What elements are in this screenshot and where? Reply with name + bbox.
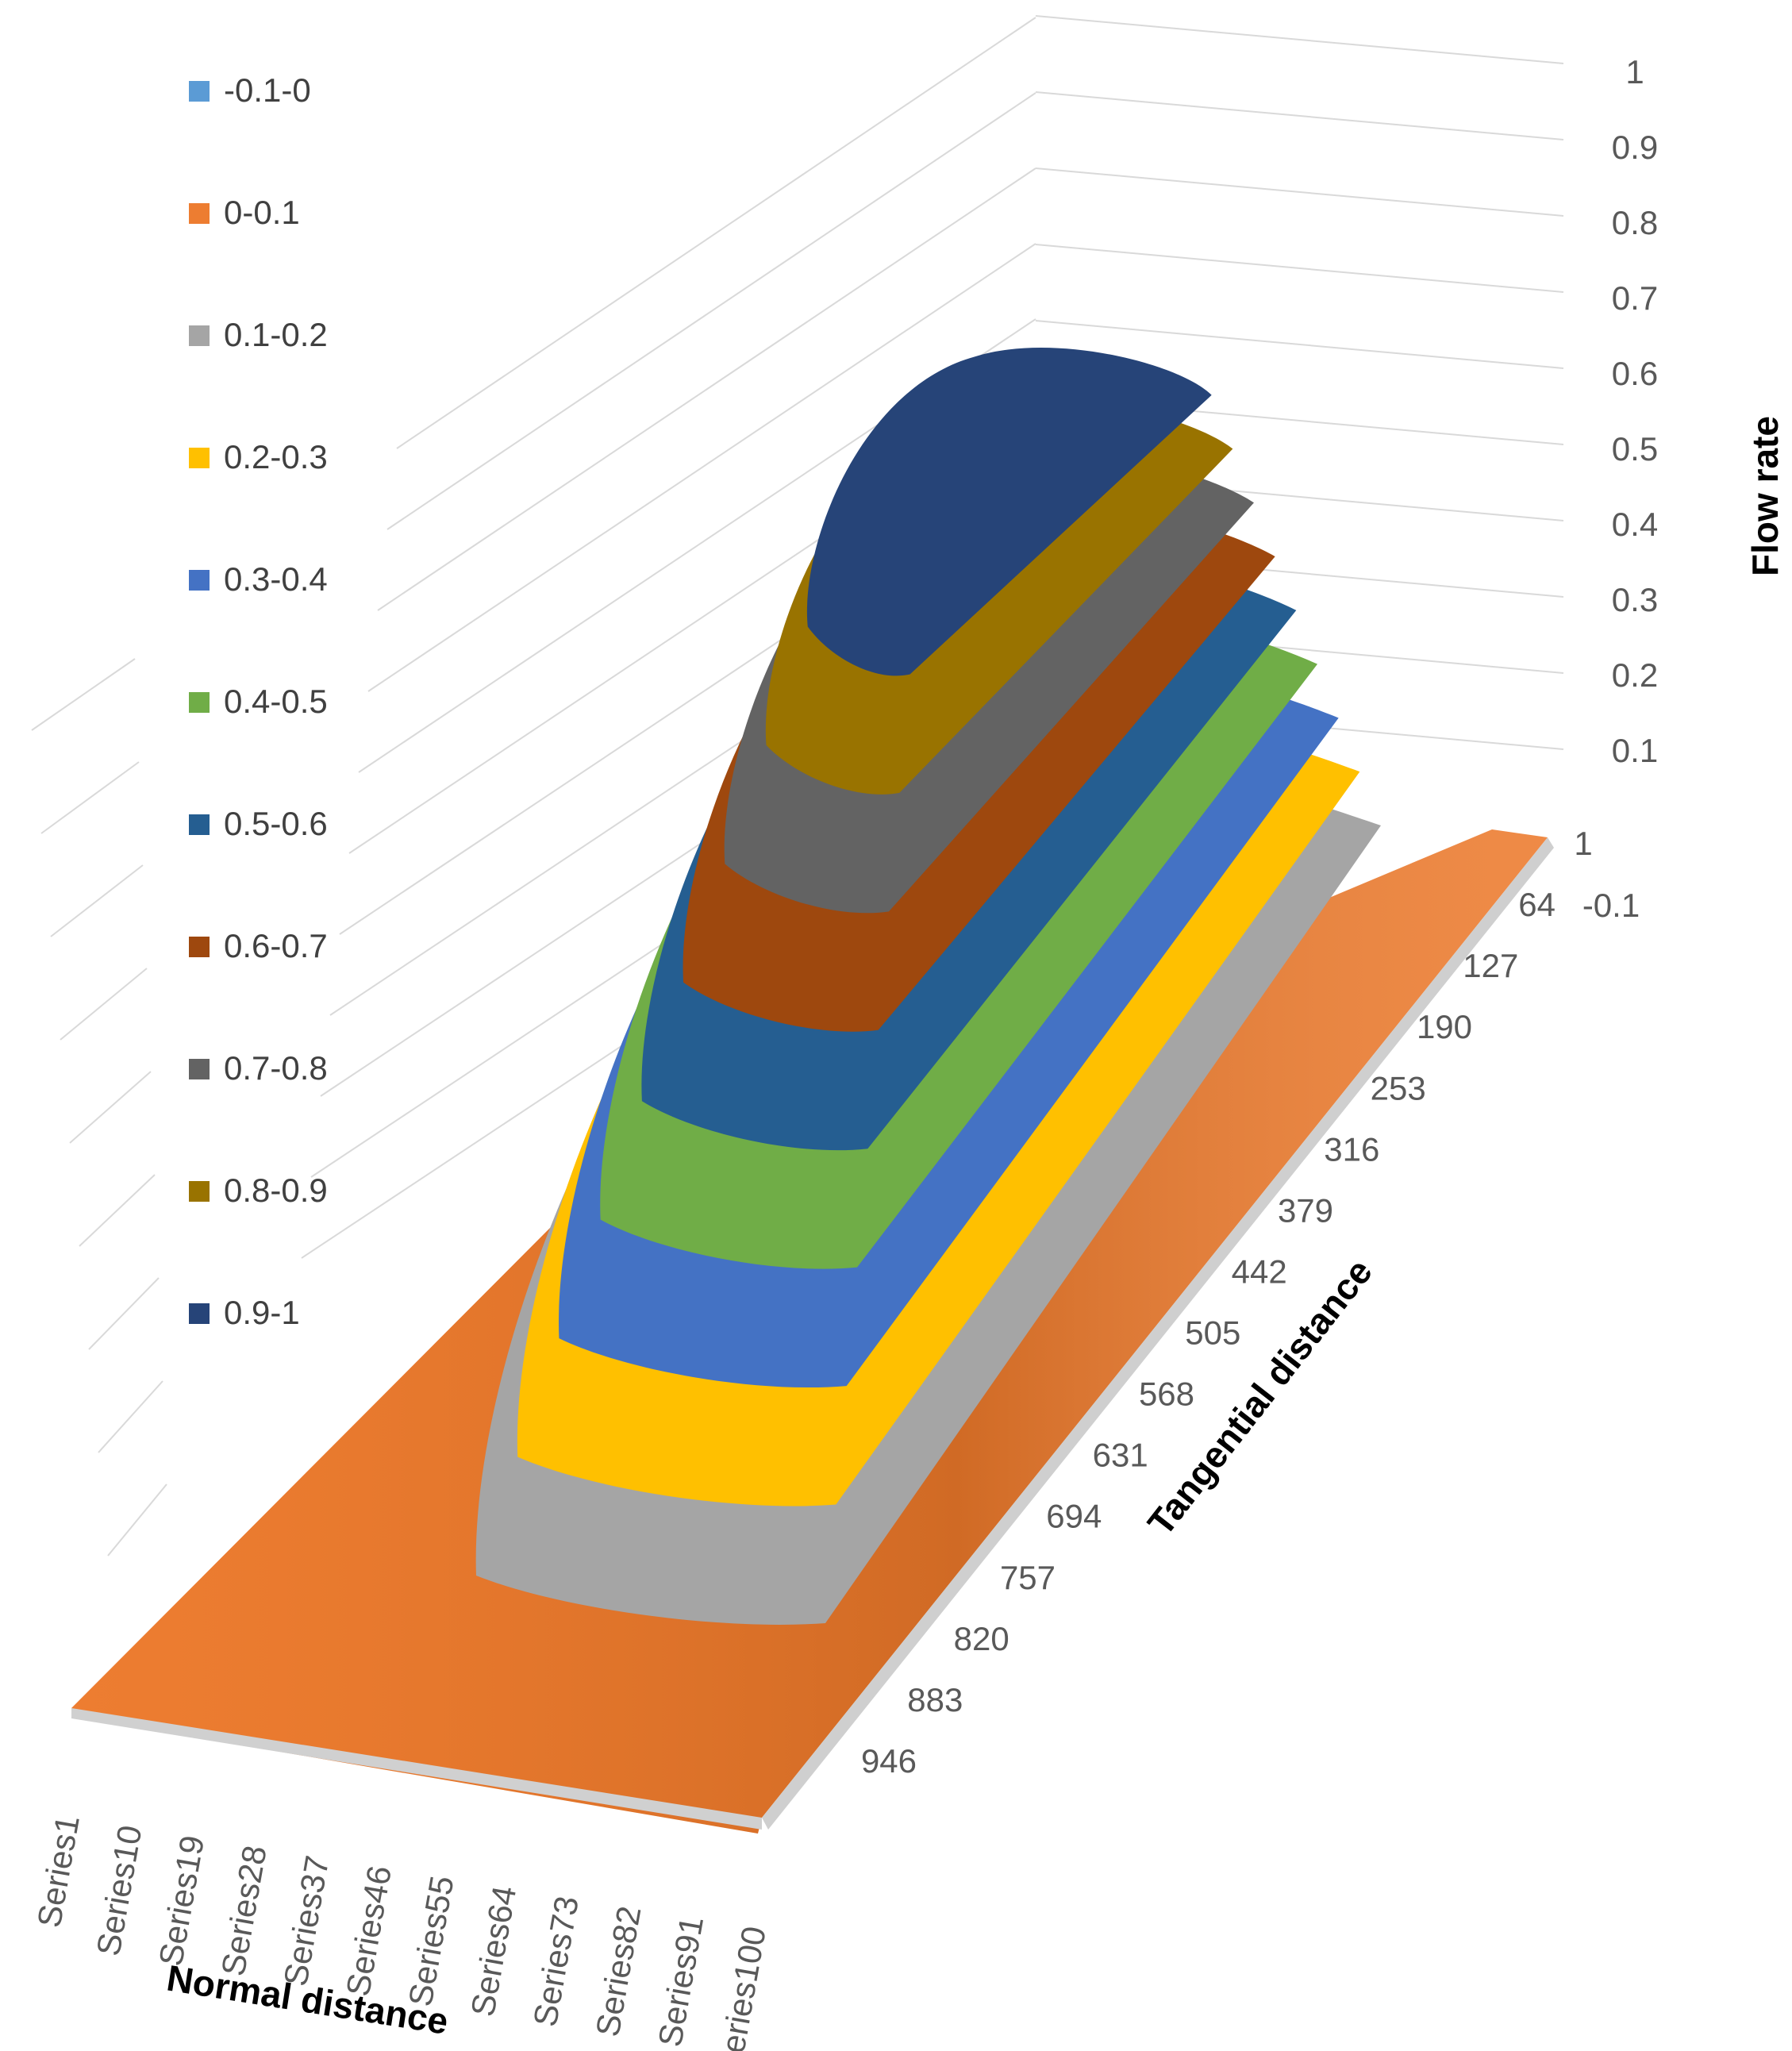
legend-swatch: [189, 325, 210, 346]
legend-label: 0.8-0.9: [224, 1172, 328, 1209]
tangential-tick: 757: [1000, 1559, 1056, 1596]
flow-rate-tick: 0.3: [1612, 581, 1658, 618]
normal-tick: Series28: [214, 1843, 274, 1979]
legend-swatch: [189, 814, 210, 835]
tangential-tick: 820: [954, 1620, 1009, 1657]
flow-rate-tick: 0.7: [1612, 279, 1658, 317]
flow-rate-ticks: -0.1 0.1 0.2 0.3 0.4 0.5 0.6 0.7 0.8 0.9 1: [1582, 53, 1658, 924]
tangential-tick: 127: [1463, 947, 1518, 984]
legend: -0.1-0 0-0.1 0.1-0.2 0.2-0.3 0.3-0.4 0.4-0.5 0…: [189, 71, 328, 1331]
tangential-tick: 190: [1417, 1008, 1472, 1045]
back-gridline: [1035, 91, 1564, 140]
floor-front-edge: [71, 1708, 762, 1830]
side-wall-gridlines: [31, 17, 1036, 1557]
side-gridline: [31, 658, 136, 731]
side-gridline: [386, 92, 1036, 530]
tangential-tick: 631: [1093, 1437, 1148, 1474]
flow-rate-tick: 1: [1625, 53, 1644, 90]
back-gridline: [1035, 167, 1564, 217]
legend-label: 0.9-1: [224, 1294, 300, 1331]
side-gridline: [69, 1071, 152, 1144]
back-gridline: [1035, 320, 1564, 369]
tangential-tick: 64: [1518, 886, 1556, 923]
side-gridline: [367, 243, 1036, 692]
normal-tick: Series73: [526, 1893, 586, 2029]
side-gridline: [79, 1174, 156, 1247]
floor-right-edge: [762, 837, 1554, 1830]
flow-rate-tick: 0.1: [1612, 732, 1658, 769]
flow-rate-tick: 0.9: [1612, 129, 1658, 166]
legend-label: 0.4-0.5: [224, 683, 328, 720]
legend-swatch: [189, 1303, 210, 1324]
flow-rate-tick: 0.4: [1612, 506, 1658, 543]
normal-tick: Series55: [402, 1873, 461, 2009]
tangential-tick: 442: [1232, 1253, 1287, 1290]
flow-rate-tick: -0.1: [1582, 887, 1640, 924]
legend-label: 0.7-0.8: [224, 1049, 328, 1087]
legend-swatch: [189, 448, 210, 468]
legend-swatch: [189, 937, 210, 957]
legend-swatch: [189, 570, 210, 591]
legend-label: 0.1-0.2: [224, 316, 328, 353]
legend-swatch: [189, 203, 210, 224]
side-gridline: [98, 1380, 163, 1453]
side-gridline: [107, 1483, 167, 1557]
normal-tick: Series10: [89, 1822, 148, 1958]
flow-rate-axis-title: Flow rate: [1744, 416, 1786, 576]
normal-tick: Series19: [152, 1833, 211, 1968]
tangential-tick: 253: [1371, 1069, 1426, 1106]
legend-label: 0.3-0.4: [224, 560, 328, 598]
side-gridline: [50, 864, 144, 937]
tangential-tick: 694: [1046, 1498, 1102, 1535]
tangential-tick: 505: [1185, 1314, 1240, 1352]
tangential-tick: 316: [1324, 1130, 1379, 1168]
flow-rate-tick: 0.8: [1612, 204, 1658, 241]
normal-tick: Series46: [339, 1863, 398, 1999]
legend-swatch: [189, 81, 210, 102]
tangential-tick: 1: [1574, 825, 1592, 862]
legend-label: -0.1-0: [224, 71, 311, 109]
surface-hill: [475, 348, 1381, 1625]
legend-swatch: [189, 1181, 210, 1202]
side-gridline: [377, 167, 1036, 611]
flow-rate-tick: 0.6: [1612, 355, 1658, 392]
normal-tick: Series64: [463, 1883, 523, 2018]
legend-swatch: [189, 1059, 210, 1079]
tangential-tick: 883: [907, 1681, 963, 1718]
back-gridline: [1035, 244, 1564, 293]
normal-tick: Series1: [30, 1812, 87, 1930]
side-gridline: [60, 968, 148, 1041]
tangential-tick: 379: [1278, 1191, 1333, 1229]
surface-band-0.9-1: [806, 348, 1212, 676]
flow-rate-tick: 0.2: [1612, 656, 1658, 694]
normal-tick: Series82: [589, 1903, 648, 2039]
tangential-tick: 568: [1139, 1376, 1194, 1413]
normal-tick: Series37: [276, 1853, 336, 1988]
side-gridline: [88, 1277, 160, 1350]
normal-tick: Series91: [651, 1914, 710, 2049]
legend-label: 0.6-0.7: [224, 927, 328, 964]
back-gridline: [1035, 15, 1564, 64]
legend-label: 0.5-0.6: [224, 805, 328, 842]
side-gridline: [40, 761, 140, 834]
tangential-tick: 946: [861, 1742, 917, 1780]
flow-rate-tick: 0.5: [1612, 430, 1658, 468]
legend-label: 0.2-0.3: [224, 438, 328, 475]
normal-tick: Series100: [710, 1923, 773, 2051]
side-gridline: [396, 17, 1036, 449]
legend-swatch: [189, 692, 210, 713]
legend-label: 0-0.1: [224, 194, 300, 231]
